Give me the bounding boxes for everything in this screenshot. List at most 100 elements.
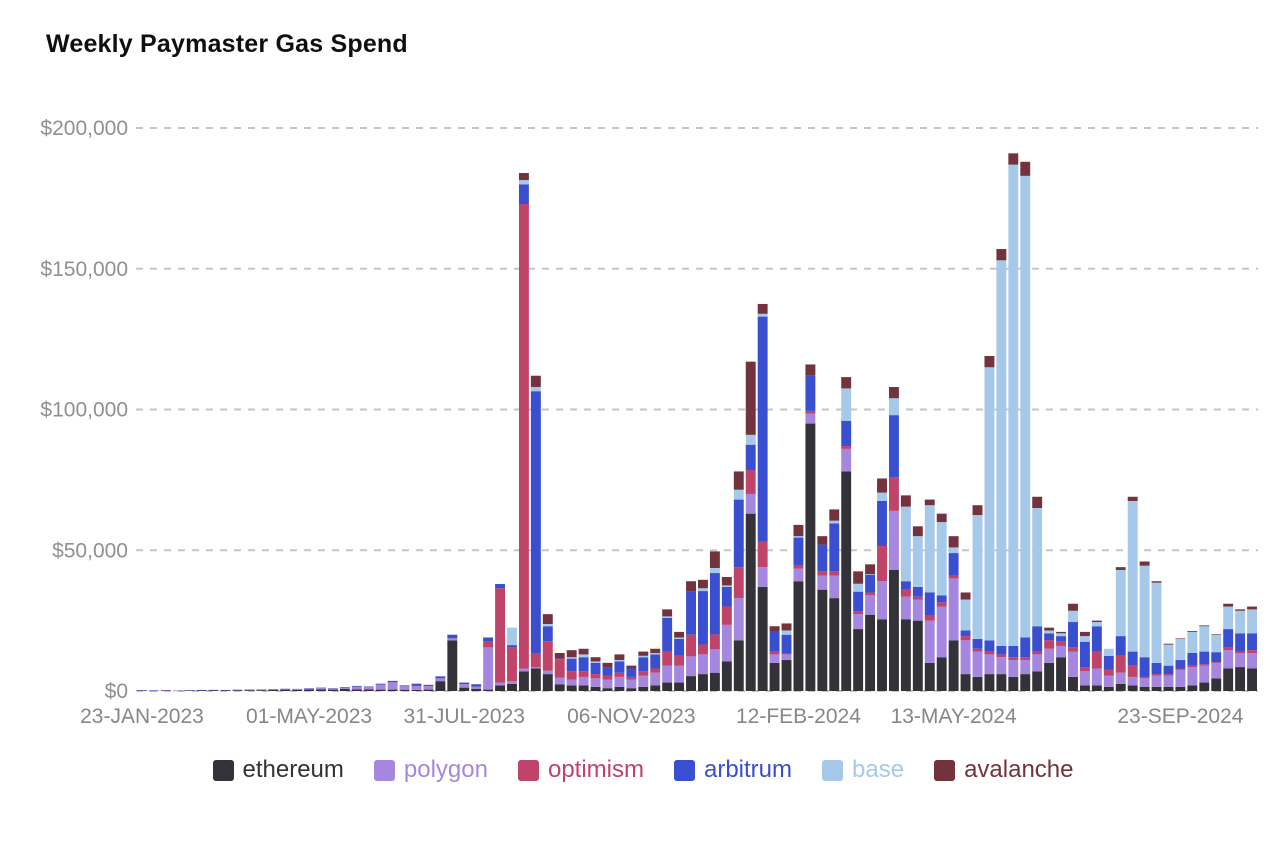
bar-segment-ethereum[interactable] [1163, 686, 1174, 691]
bar-segment-base[interactable] [996, 260, 1007, 646]
bar-segment-avalanche[interactable] [745, 361, 756, 435]
bar-segment-avalanche[interactable] [1163, 643, 1174, 645]
bar-segment-ethereum[interactable] [1091, 685, 1102, 691]
bar-segment-avalanche[interactable] [590, 657, 601, 662]
bar-segment-base[interactable] [1020, 175, 1031, 638]
bar-segment-ethereum[interactable] [518, 671, 529, 691]
bar-segment-base[interactable] [757, 313, 768, 317]
bar-segment-polygon[interactable] [984, 654, 995, 675]
bar-segment-avalanche[interactable] [1235, 609, 1246, 611]
bar-segment-polygon[interactable] [1044, 648, 1055, 663]
bar-segment-optimism[interactable] [1056, 641, 1067, 646]
bar-segment-polygon[interactable] [1139, 678, 1150, 687]
bar-segment-base[interactable] [1211, 634, 1222, 653]
bar-segment-ethereum[interactable] [411, 689, 422, 691]
bar-segment-ethereum[interactable] [375, 689, 386, 691]
bar-segment-optimism[interactable] [769, 651, 780, 655]
bar-segment-ethereum[interactable] [578, 685, 589, 691]
bar-segment-polygon[interactable] [483, 647, 494, 690]
bar-segment-arbitrum[interactable] [1139, 657, 1150, 677]
bar-segment-base[interactable] [960, 599, 971, 631]
bar-segment-avalanche[interactable] [1211, 634, 1222, 635]
bar-segment-avalanche[interactable] [709, 551, 720, 568]
bar-segment-arbitrum[interactable] [423, 684, 434, 686]
bar-segment-optimism[interactable] [805, 410, 816, 414]
bar-segment-optimism[interactable] [626, 676, 637, 680]
bar-segment-ethereum[interactable] [1103, 686, 1114, 691]
bar-segment-arbitrum[interactable] [626, 668, 637, 677]
bar-segment-polygon[interactable] [554, 677, 565, 685]
bar-segment-arbitrum[interactable] [566, 658, 577, 672]
bar-segment-arbitrum[interactable] [1103, 655, 1114, 670]
bar-segment-ethereum[interactable] [865, 615, 876, 691]
bar-segment-arbitrum[interactable] [530, 391, 541, 653]
bar-segment-arbitrum[interactable] [960, 630, 971, 637]
bar-segment-base[interactable] [1175, 638, 1186, 661]
bar-segment-polygon[interactable] [459, 684, 470, 688]
bar-segment-avalanche[interactable] [1151, 581, 1162, 583]
bar-segment-polygon[interactable] [614, 676, 625, 687]
bar-segment-polygon[interactable] [781, 654, 792, 661]
bar-segment-base[interactable] [936, 522, 947, 596]
bar-segment-polygon[interactable] [793, 568, 804, 582]
bar-segment-arbitrum[interactable] [829, 523, 840, 572]
bar-segment-base[interactable] [1068, 610, 1078, 623]
bar-segment-avalanche[interactable] [602, 662, 613, 668]
bar-segment-avalanche[interactable] [1008, 153, 1019, 165]
bar-segment-base[interactable] [1139, 565, 1150, 658]
bar-segment-polygon[interactable] [877, 581, 887, 620]
bar-segment-avalanche[interactable] [733, 471, 744, 490]
bar-segment-arbitrum[interactable] [411, 683, 422, 686]
bar-segment-polygon[interactable] [996, 657, 1007, 675]
bar-segment-arbitrum[interactable] [1091, 626, 1102, 652]
bar-segment-arbitrum[interactable] [518, 184, 529, 204]
bar-segment-arbitrum[interactable] [602, 667, 613, 676]
bar-segment-arbitrum[interactable] [1032, 626, 1043, 652]
bar-segment-polygon[interactable] [1056, 645, 1067, 658]
bar-segment-polygon[interactable] [1175, 669, 1186, 687]
bar-segment-avalanche[interactable] [1247, 606, 1257, 610]
bar-segment-base[interactable] [1032, 508, 1043, 627]
bar-segment-polygon[interactable] [709, 649, 720, 673]
bar-segment-polygon[interactable] [411, 685, 422, 690]
bar-segment-optimism[interactable] [924, 615, 935, 621]
bar-segment-polygon[interactable] [1211, 662, 1222, 679]
bar-segment-optimism[interactable] [483, 641, 494, 648]
bar-segment-optimism[interactable] [530, 653, 541, 668]
bar-segment-arbitrum[interactable] [590, 662, 601, 675]
bar-segment-ethereum[interactable] [805, 423, 816, 691]
bar-segment-polygon[interactable] [912, 599, 923, 621]
bar-segment-optimism[interactable] [495, 588, 506, 683]
bar-segment-polygon[interactable] [1247, 653, 1257, 669]
bar-segment-polygon[interactable] [375, 684, 386, 690]
bar-segment-polygon[interactable] [602, 679, 613, 689]
bar-segment-arbitrum[interactable] [554, 658, 565, 660]
bar-segment-avalanche[interactable] [900, 495, 911, 507]
bar-segment-avalanche[interactable] [936, 513, 947, 523]
bar-segment-ethereum[interactable] [888, 569, 899, 691]
bar-segment-optimism[interactable] [650, 668, 661, 673]
bar-segment-polygon[interactable] [626, 679, 637, 689]
bar-segment-base[interactable] [1044, 630, 1055, 634]
bar-segment-avalanche[interactable] [877, 478, 887, 493]
bar-segment-base[interactable] [578, 654, 589, 658]
bar-segment-ethereum[interactable] [435, 681, 446, 691]
bar-segment-polygon[interactable] [948, 578, 959, 641]
bar-segment-ethereum[interactable] [841, 471, 852, 691]
bar-segment-optimism[interactable] [829, 571, 840, 576]
bar-segment-base[interactable] [984, 367, 995, 641]
bar-segment-optimism[interactable] [1199, 664, 1210, 666]
bar-segment-polygon[interactable] [960, 640, 971, 675]
bar-segment-base[interactable] [1079, 636, 1090, 642]
bar-segment-ethereum[interactable] [1175, 686, 1186, 691]
bar-segment-polygon[interactable] [733, 598, 744, 641]
bar-segment-arbitrum[interactable] [1044, 633, 1055, 641]
bar-segment-avalanche[interactable] [698, 579, 708, 589]
bar-segment-optimism[interactable] [542, 641, 553, 671]
bar-segment-avalanche[interactable] [626, 665, 637, 669]
bar-segment-avalanche[interactable] [829, 509, 840, 521]
bar-segment-base[interactable] [590, 661, 601, 663]
bar-segment-ethereum[interactable] [662, 682, 673, 691]
bar-segment-optimism[interactable] [507, 647, 517, 682]
bar-segment-ethereum[interactable] [268, 690, 279, 691]
